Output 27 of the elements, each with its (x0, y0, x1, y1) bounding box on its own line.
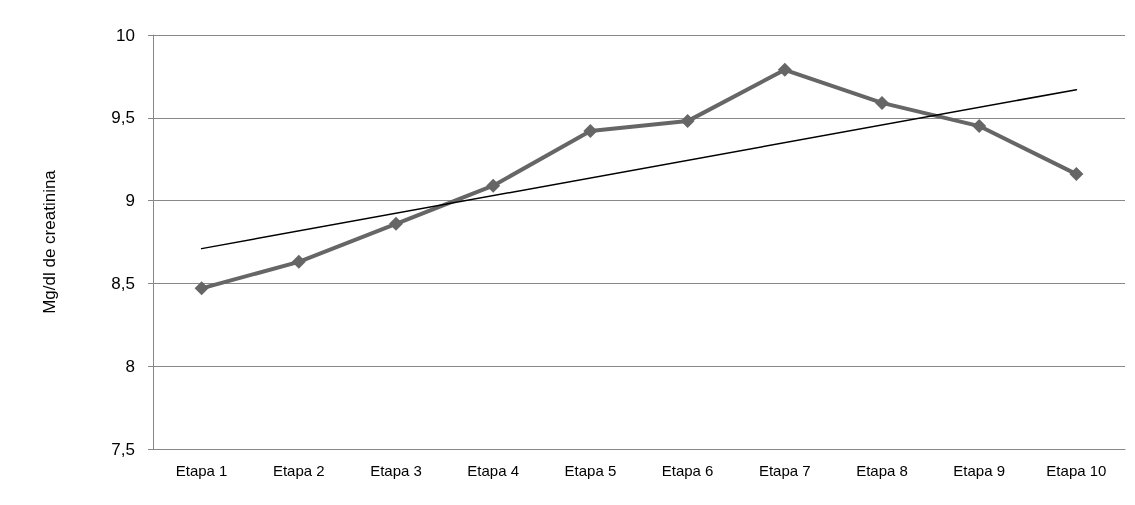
x-tick-label: Etapa 7 (758, 462, 811, 479)
y-tick-label: 9,5 (111, 108, 135, 128)
point (194, 281, 209, 296)
y-tick-label: 8 (125, 356, 135, 376)
x-tick-label: Etapa 9 (953, 462, 1006, 479)
y-axis-title: Mg/dl de creatinina (40, 169, 59, 314)
y-tick-label: 9 (125, 191, 135, 211)
x-tick-label: Etapa 8 (856, 462, 908, 479)
y-tick-label: 10 (116, 25, 135, 45)
point (1069, 167, 1084, 182)
x-tick-label: Etapa 2 (272, 462, 325, 479)
x-tick-label: Etapa 5 (564, 462, 617, 479)
point (486, 178, 501, 193)
x-tick-label: Etapa 3 (370, 462, 422, 479)
x-tick-label: Etapa 1 (175, 462, 228, 479)
y-tick-label: 8,5 (111, 273, 135, 293)
y-tick-label: 7,5 (111, 439, 135, 459)
point (583, 124, 598, 139)
point (777, 62, 792, 77)
point (680, 114, 695, 129)
x-tick-label: Etapa 6 (661, 462, 714, 479)
x-tick-label: Etapa 10 (1046, 462, 1107, 479)
x-tick-label: Etapa 4 (467, 462, 520, 479)
point (875, 95, 889, 110)
point (972, 119, 987, 134)
point (291, 254, 306, 269)
point (389, 216, 403, 231)
